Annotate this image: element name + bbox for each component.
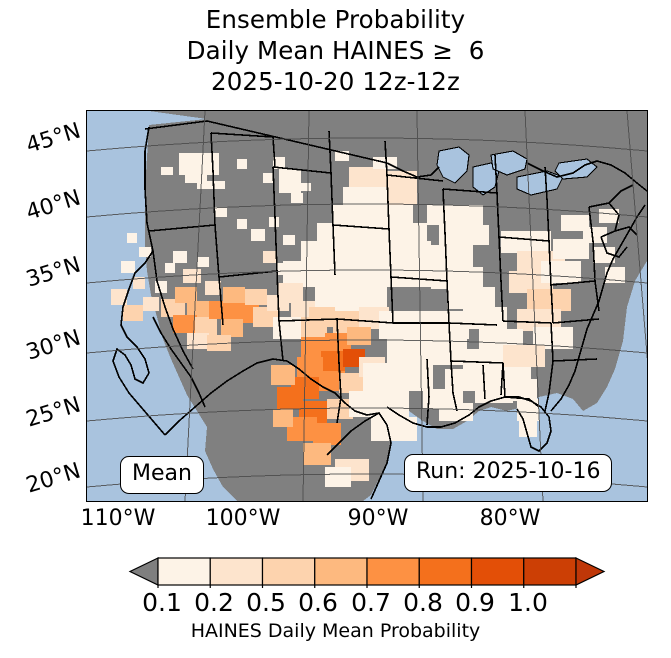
- colorbar-tick-4: 0.7: [351, 588, 391, 617]
- colorbar-segments: [157, 557, 577, 586]
- lon-label-90W: 90°W: [347, 506, 409, 531]
- colorbar-tick-0: 0.1: [142, 588, 182, 617]
- lat-label-40N: 40°N: [23, 185, 84, 226]
- mean-label-box: Mean: [120, 456, 204, 494]
- lat-label-45N: 45°N: [23, 118, 84, 159]
- colorbar-over-arrow: [575, 557, 606, 586]
- title-line-2: Daily Mean HAINES ≥ 6: [186, 36, 485, 65]
- title-line-3: 2025-10-20 12z-12z: [211, 67, 460, 96]
- colorbar-tick-3: 0.6: [298, 588, 338, 617]
- lat-label-30N: 30°N: [23, 325, 84, 366]
- colorbar: 0.1 0.2 0.5 0.6 0.7 0.8 0.9 1.0 HAINES D…: [0, 548, 671, 658]
- run-label-box: Run: 2025-10-16: [404, 454, 613, 492]
- lon-label-110W: 110°W: [80, 506, 156, 531]
- colorbar-tick-2: 0.5: [246, 588, 286, 617]
- lat-label-20N: 20°N: [23, 458, 84, 499]
- colorbar-swatches: [128, 557, 606, 591]
- figure-title: Ensemble Probability Daily Mean HAINES ≥…: [0, 4, 671, 97]
- colorbar-tick-5: 0.8: [403, 588, 443, 617]
- lon-label-100W: 100°W: [205, 506, 281, 531]
- title-line-1: Ensemble Probability: [205, 5, 466, 34]
- lon-label-80W: 80°W: [479, 506, 541, 531]
- map-panel[interactable]: [86, 110, 648, 502]
- lat-label-35N: 35°N: [23, 252, 84, 293]
- colorbar-under-arrow: [128, 557, 159, 586]
- colorbar-tick-7: 1.0: [508, 588, 548, 617]
- colorbar-tick-1: 0.2: [194, 588, 234, 617]
- colorbar-tick-labels: 0.1 0.2 0.5 0.6 0.7 0.8 0.9 1.0: [0, 588, 671, 618]
- geographic-borders: [112, 120, 647, 500]
- colorbar-axis-label: HAINES Daily Mean Probability: [190, 620, 481, 642]
- colorbar-tick-6: 0.9: [455, 588, 495, 617]
- lat-label-25N: 25°N: [23, 392, 84, 433]
- graticule: [87, 111, 647, 501]
